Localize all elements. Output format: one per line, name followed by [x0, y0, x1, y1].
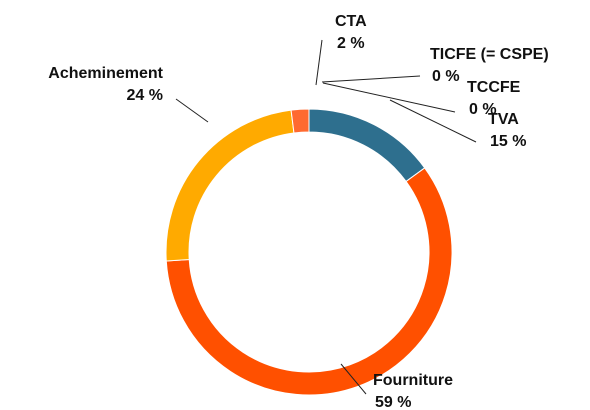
donut-slice — [165, 167, 453, 396]
slice-value-label: 0 % — [432, 68, 460, 85]
leader-line — [175, 98, 209, 123]
slice-label: Fourniture — [373, 372, 453, 389]
slice-value-label: 2 % — [337, 35, 365, 52]
slice-label: CTA — [335, 13, 367, 30]
slice-value-label: 24 % — [127, 87, 163, 104]
slice-value-label: 0 % — [469, 101, 497, 118]
leader-line — [389, 99, 477, 143]
donut-slice — [308, 108, 426, 183]
leader-line — [322, 82, 456, 113]
slice-value-label: 59 % — [375, 394, 411, 410]
donut-slice — [290, 108, 310, 134]
donut-slice — [165, 109, 295, 262]
slice-label: TCCFE — [467, 79, 521, 96]
slice-label: Acheminement — [48, 65, 163, 82]
leader-line — [321, 75, 421, 83]
slice-label: TICFE (= CSPE) — [430, 46, 549, 63]
leader-line — [315, 39, 323, 86]
slice-label: TVA — [488, 111, 519, 128]
slice-value-label: 15 % — [490, 133, 526, 150]
leader-line — [340, 363, 367, 395]
